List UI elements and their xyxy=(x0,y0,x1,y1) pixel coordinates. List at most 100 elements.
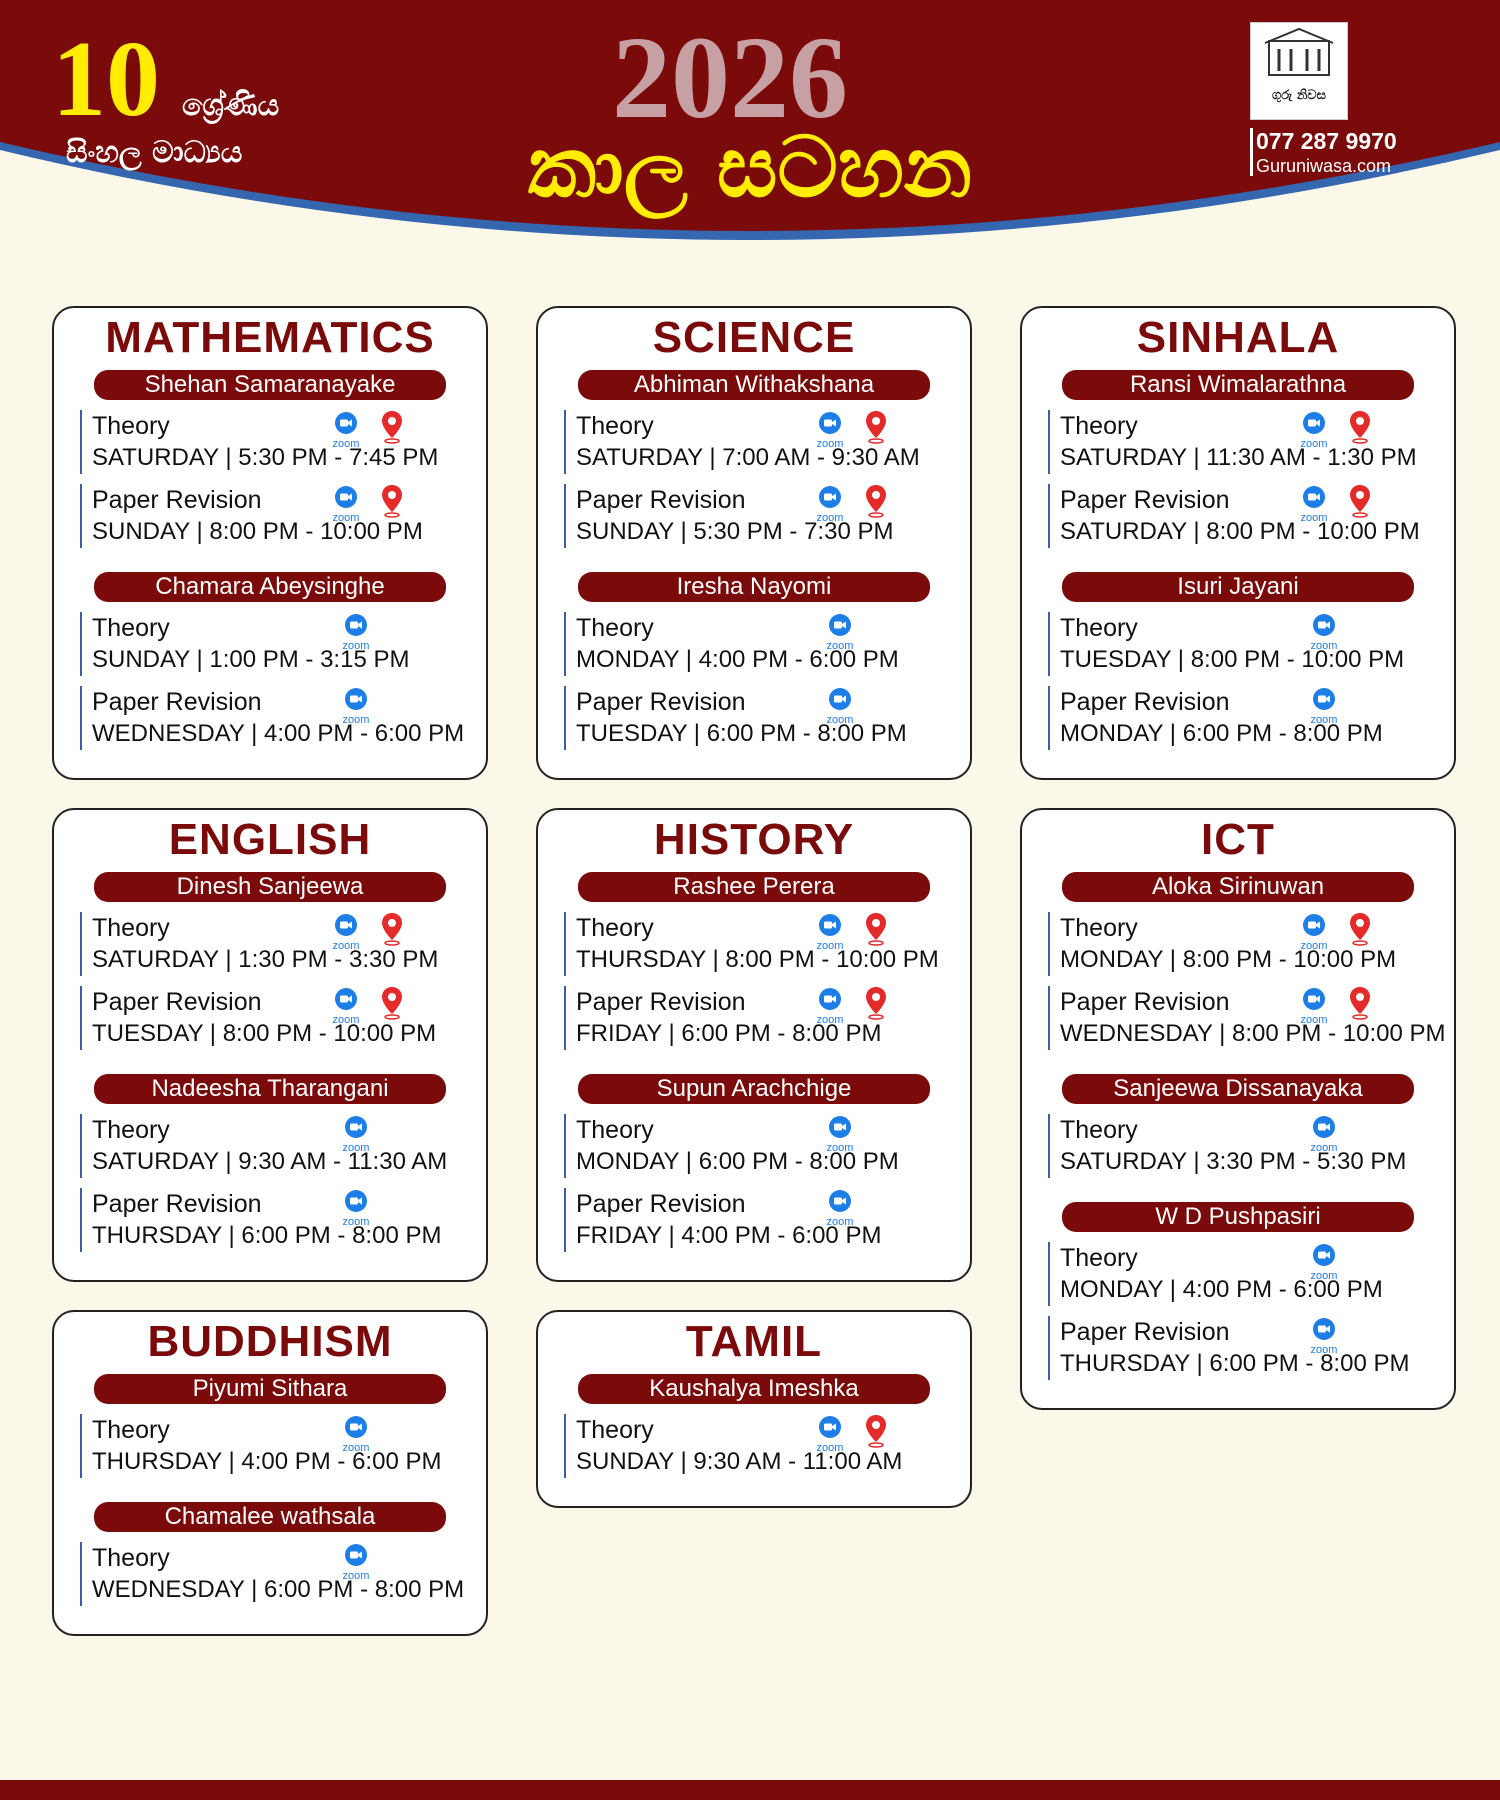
session-type: Theory xyxy=(576,1116,654,1144)
spacer xyxy=(1044,558,1432,566)
year: 2026 xyxy=(612,12,848,143)
zoom-logo xyxy=(335,914,357,936)
teacher-name: Abhiman Withakshana xyxy=(578,370,930,400)
zoom-logo xyxy=(1313,1244,1335,1266)
zoom-icon: zoom xyxy=(810,988,850,1026)
zoom-icon: zoom xyxy=(326,988,366,1026)
teacher-name: Dinesh Sanjeewa xyxy=(94,872,446,902)
session: Theory TUESDAY | 8:00 PM - 10:00 PM zoom xyxy=(1048,612,1432,676)
zoom-logo xyxy=(1313,688,1335,710)
session-type: Paper Revision xyxy=(92,988,262,1016)
session-time: MONDAY | 4:00 PM - 6:00 PM xyxy=(576,646,899,673)
subject-title: ICT xyxy=(1201,815,1275,864)
session-time: THURSDAY | 6:00 PM - 8:00 PM xyxy=(92,1222,442,1249)
zoom-icon: zoom xyxy=(1304,1244,1344,1282)
teacher-name: Aloka Sirinuwan xyxy=(1062,872,1414,902)
zoom-label: zoom xyxy=(342,714,370,726)
zoom-icon: zoom xyxy=(326,914,366,952)
zoom-icon: zoom xyxy=(326,412,366,450)
session: Paper Revision SUNDAY | 5:30 PM - 7:30 PM… xyxy=(564,484,948,548)
zoom-icon: zoom xyxy=(1304,1318,1344,1356)
session: Theory SUNDAY | 1:00 PM - 3:15 PM zoom xyxy=(80,612,464,676)
column: SCIENCE Abhiman Withakshana Theory SATURDAY… xyxy=(536,306,972,1636)
session: Theory MONDAY | 6:00 PM - 8:00 PM zoom xyxy=(564,1114,948,1178)
zoom-logo xyxy=(1303,486,1325,508)
zoom-label: zoom xyxy=(332,940,360,952)
session-time: MONDAY | 6:00 PM - 8:00 PM xyxy=(576,1148,899,1175)
session-time: SATURDAY | 1:30 PM - 3:30 PM xyxy=(92,946,439,973)
zoom-icon: zoom xyxy=(1304,688,1344,726)
map-pin xyxy=(866,485,886,518)
session-time: MONDAY | 6:00 PM - 8:00 PM xyxy=(1060,720,1383,747)
session-time: TUESDAY | 8:00 PM - 10:00 PM xyxy=(92,1020,437,1047)
zoom-icon: zoom xyxy=(336,1116,376,1154)
zoom-label: zoom xyxy=(332,512,360,524)
session-type: Theory xyxy=(1060,914,1138,942)
subject-card: ENGLISH Dinesh Sanjeewa Theory SATURDAY | 1… xyxy=(52,808,488,1282)
zoom-icon: zoom xyxy=(1294,486,1334,524)
session-type: Paper Revision xyxy=(1060,688,1230,716)
session-time: SUNDAY | 8:00 PM - 10:00 PM xyxy=(92,518,423,545)
session: Theory SATURDAY | 9:30 AM - 11:30 AM zoom xyxy=(80,1114,464,1178)
session: Paper Revision MONDAY | 6:00 PM - 8:00 PM… xyxy=(1048,686,1432,750)
session-time: MONDAY | 4:00 PM - 6:00 PM xyxy=(1060,1276,1383,1303)
zoom-label: zoom xyxy=(1300,512,1328,524)
session-time: WEDNESDAY | 6:00 PM - 8:00 PM xyxy=(92,1576,465,1603)
header-banner xyxy=(0,0,1500,240)
session-time: WEDNESDAY | 4:00 PM - 6:00 PM xyxy=(92,720,465,747)
zoom-icon: zoom xyxy=(1294,988,1334,1026)
zoom-label: zoom xyxy=(332,1014,360,1026)
session-time: SATURDAY | 8:00 PM - 10:00 PM xyxy=(1060,518,1420,545)
session-type: Paper Revision xyxy=(92,688,262,716)
logo-text: ගුරු නිවස xyxy=(1272,88,1326,103)
zoom-icon: zoom xyxy=(810,486,850,524)
session-type: Theory xyxy=(576,1416,654,1444)
subject-title: BUDDHISM xyxy=(147,1317,393,1366)
session: Paper Revision THURSDAY | 6:00 PM - 8:00 … xyxy=(80,1188,464,1252)
zoom-logo xyxy=(829,1190,851,1212)
zoom-icon: zoom xyxy=(820,688,860,726)
zoom-label: zoom xyxy=(826,714,854,726)
zoom-label: zoom xyxy=(1310,714,1338,726)
subject-card: SCIENCE Abhiman Withakshana Theory SATURDAY… xyxy=(536,306,972,780)
session-type: Theory xyxy=(1060,412,1138,440)
teacher-name: Chamara Abeysinghe xyxy=(94,572,446,602)
session: Theory SATURDAY | 11:30 AM - 1:30 PM zoom xyxy=(1048,410,1432,474)
session: Theory SUNDAY | 9:30 AM - 11:00 AM zoom xyxy=(564,1414,948,1478)
zoom-logo xyxy=(819,412,841,434)
session-type: Paper Revision xyxy=(576,1190,746,1218)
session-time: SUNDAY | 5:30 PM - 7:30 PM xyxy=(576,518,894,545)
session: Paper Revision FRIDAY | 4:00 PM - 6:00 PM… xyxy=(564,1188,948,1252)
zoom-logo xyxy=(829,614,851,636)
map-pin xyxy=(382,913,402,946)
zoom-label: zoom xyxy=(1310,640,1338,652)
zoom-label: zoom xyxy=(342,640,370,652)
spacer xyxy=(560,558,948,566)
spacer xyxy=(76,1060,464,1068)
subject-title: TAMIL xyxy=(685,1317,823,1366)
teacher-name: Nadeesha Tharangani xyxy=(94,1074,446,1104)
zoom-icon: zoom xyxy=(336,688,376,726)
grade-number: 10 xyxy=(52,20,160,139)
zoom-label: zoom xyxy=(826,1216,854,1228)
session-type: Theory xyxy=(576,614,654,642)
session-type: Theory xyxy=(92,1544,170,1572)
zoom-logo xyxy=(345,1416,367,1438)
zoom-label: zoom xyxy=(1310,1344,1338,1356)
subject-card: BUDDHISM Piyumi Sithara Theory THURSDAY | 4… xyxy=(52,1310,488,1636)
session-type: Paper Revision xyxy=(576,688,746,716)
map-pin xyxy=(866,913,886,946)
grade-word: ශ්‍රේණිය xyxy=(182,88,280,123)
session-type: Theory xyxy=(1060,1116,1138,1144)
teacher-name: Ransi Wimalarathna xyxy=(1062,370,1414,400)
zoom-logo xyxy=(1313,1116,1335,1138)
subject-title: SCIENCE xyxy=(652,313,856,362)
map-pin xyxy=(382,411,402,444)
session-type: Paper Revision xyxy=(1060,486,1230,514)
zoom-icon: zoom xyxy=(820,614,860,652)
subject-card: MATHEMATICS Shehan Samaranayake Theory SATU… xyxy=(52,306,488,780)
subject-card: TAMIL Kaushalya Imeshka Theory SUNDAY | 9:3… xyxy=(536,1310,972,1508)
zoom-label: zoom xyxy=(816,1442,844,1454)
zoom-logo xyxy=(1303,914,1325,936)
session: Theory SATURDAY | 7:00 AM - 9:30 AM zoom xyxy=(564,410,948,474)
